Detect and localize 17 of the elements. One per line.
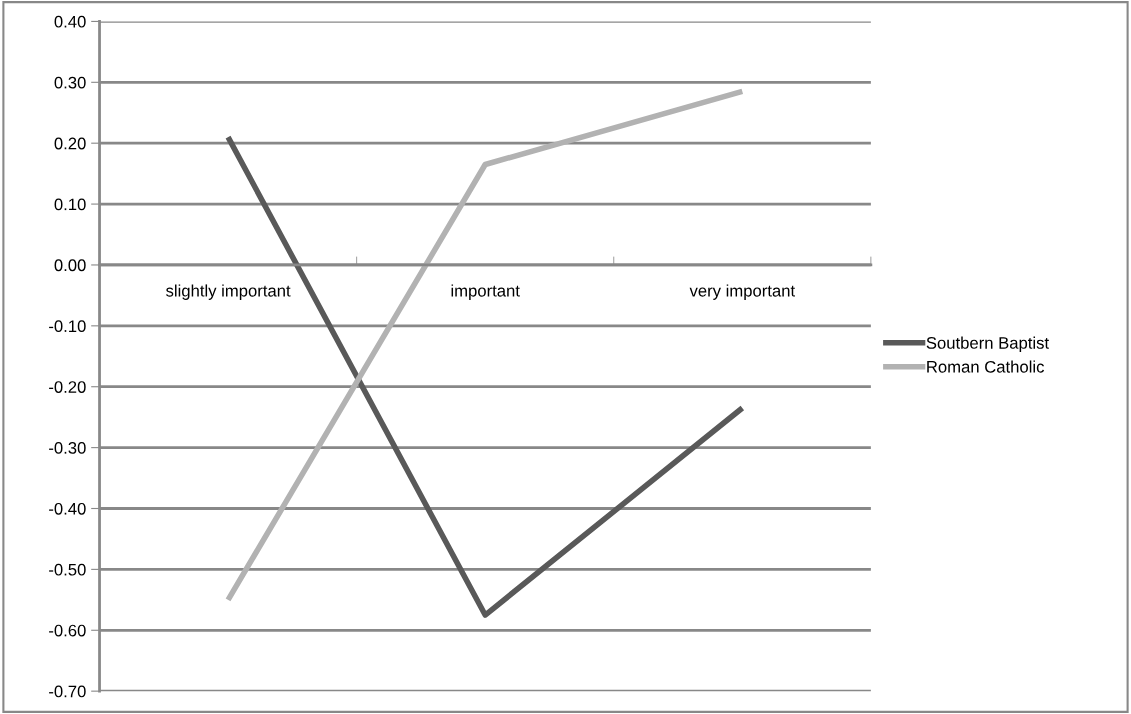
y-tick-label: -0.40 — [49, 502, 86, 515]
y-tick-label: 0.00 — [54, 259, 86, 272]
y-tick-label: -0.70 — [49, 685, 86, 698]
legend-label: Soutbern Baptist — [926, 336, 1049, 353]
y-tick-label: 0.10 — [54, 198, 86, 211]
y-tick-label: -0.50 — [49, 563, 86, 576]
x-tick-label: very important — [689, 284, 795, 300]
y-tick-label: -0.30 — [49, 442, 86, 454]
y-tick-label: -0.60 — [49, 624, 86, 637]
y-tick-label: 0.40 — [54, 15, 86, 28]
y-tick-label: -0.20 — [49, 381, 86, 393]
x-tick-label: slightly important — [166, 284, 291, 300]
legend-label: Roman Catholic — [927, 360, 1044, 373]
y-tick-label: -0.10 — [49, 320, 86, 333]
y-tick-label: 0.30 — [54, 76, 86, 89]
x-tick-label: important — [451, 284, 520, 300]
y-tick-label: 0.20 — [54, 137, 86, 150]
